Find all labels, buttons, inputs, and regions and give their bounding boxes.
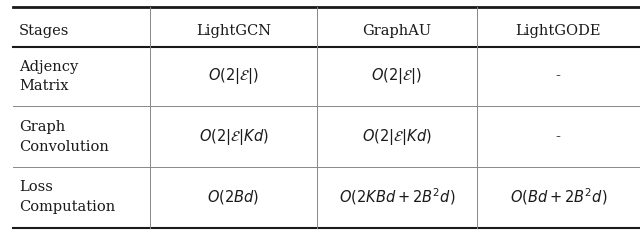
- Text: $O(2|\mathcal{E}|Kd)$: $O(2|\mathcal{E}|Kd)$: [362, 127, 431, 147]
- Text: GraphAU: GraphAU: [362, 24, 431, 38]
- Text: $O(2Bd)$: $O(2Bd)$: [207, 188, 260, 206]
- Text: $O(2|\mathcal{E}|)$: $O(2|\mathcal{E}|)$: [371, 66, 422, 86]
- Text: Adjency
Matrix: Adjency Matrix: [19, 60, 79, 93]
- Text: Loss
Computation: Loss Computation: [19, 180, 115, 214]
- Text: $O(2|\mathcal{E}|)$: $O(2|\mathcal{E}|)$: [208, 66, 259, 86]
- Text: LightGCN: LightGCN: [196, 24, 271, 38]
- Text: LightGODE: LightGODE: [516, 24, 601, 38]
- Text: $O(2|\mathcal{E}|Kd)$: $O(2|\mathcal{E}|Kd)$: [199, 127, 268, 147]
- Text: $O(Bd + 2B^2d)$: $O(Bd + 2B^2d)$: [509, 187, 607, 207]
- Text: $O(2KBd + 2B^2d)$: $O(2KBd + 2B^2d)$: [339, 187, 455, 207]
- Text: -: -: [556, 130, 561, 144]
- Text: Stages: Stages: [19, 24, 70, 38]
- Text: -: -: [556, 69, 561, 83]
- Text: Graph
Convolution: Graph Convolution: [19, 120, 109, 154]
